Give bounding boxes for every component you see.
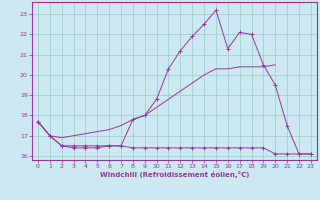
X-axis label: Windchill (Refroidissement éolien,°C): Windchill (Refroidissement éolien,°C) [100, 171, 249, 178]
